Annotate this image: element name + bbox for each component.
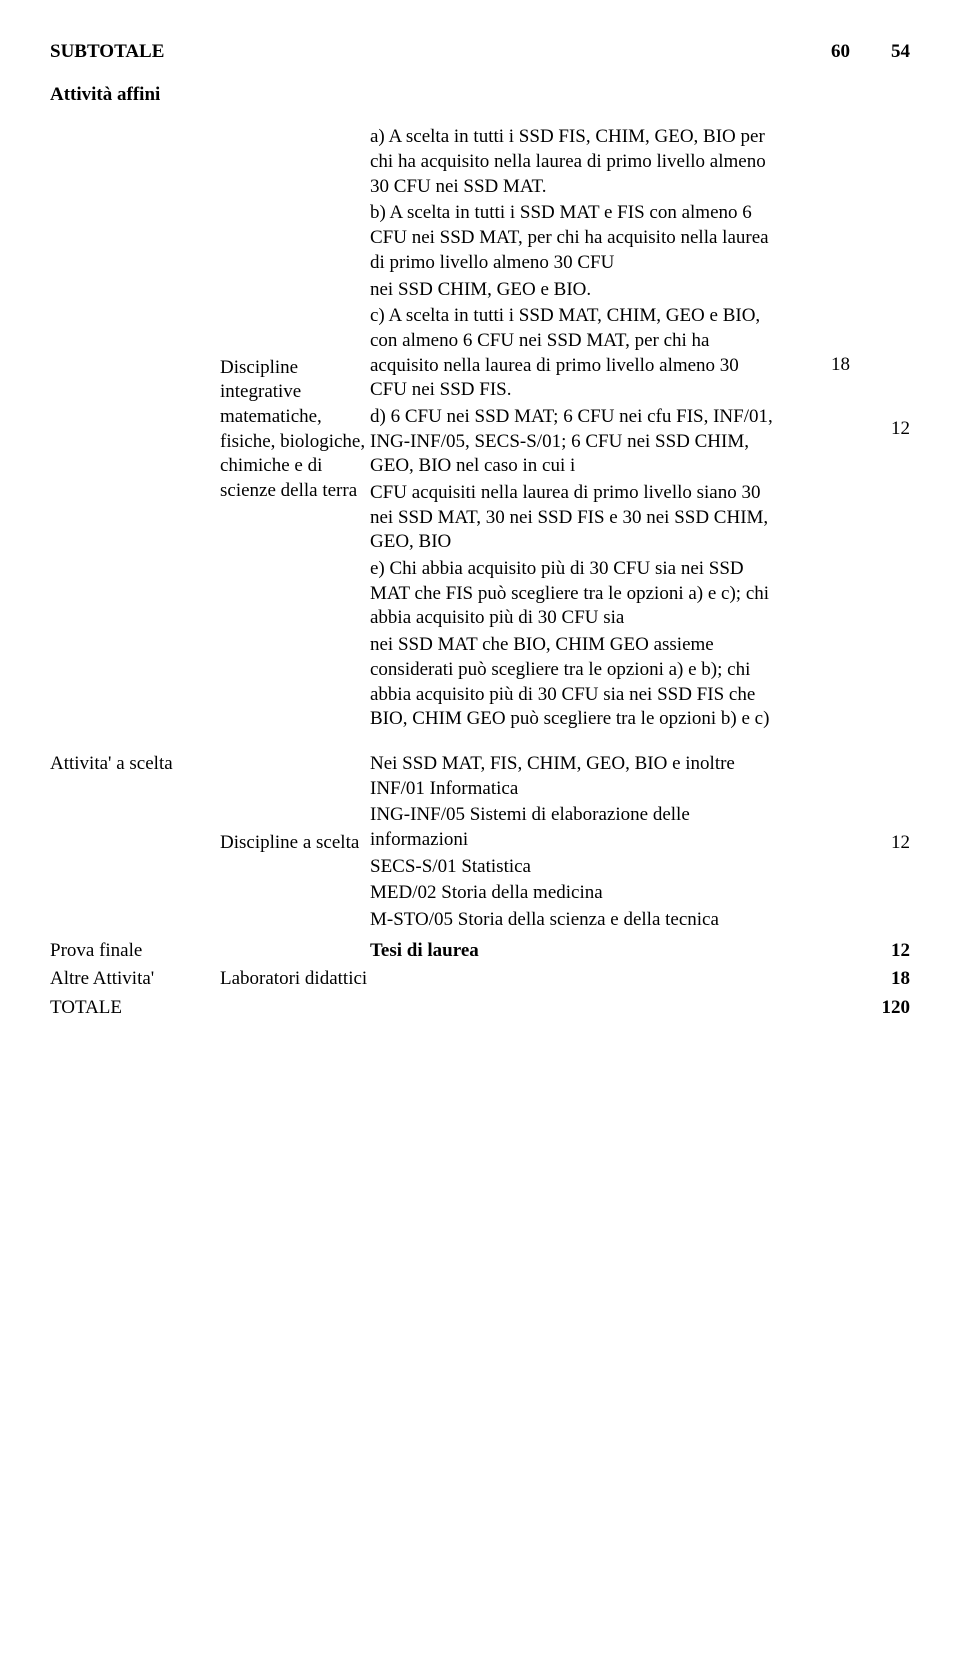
subtotale-col5: 54 bbox=[850, 40, 910, 65]
prova-row: Prova finale Tesi di laurea 12 bbox=[50, 939, 910, 964]
scelta-p5: M-STO/05 Storia della scienza e della te… bbox=[370, 908, 780, 933]
affini-p8: nei SSD MAT che BIO, CHIM GEO assieme co… bbox=[370, 633, 780, 732]
affini-p4: c) A scelta in tutti i SSD MAT, CHIM, GE… bbox=[370, 304, 780, 403]
scelta-discipline: Discipline a scelta bbox=[220, 831, 370, 856]
scelta-p2: ING-INF/05 Sistemi di elaborazione delle… bbox=[370, 803, 780, 852]
affini-p6: CFU acquisiti nella laurea di primo live… bbox=[370, 481, 780, 555]
affini-p5: d) 6 CFU nei SSD MAT; 6 CFU nei cfu FIS,… bbox=[370, 405, 780, 479]
prova-body: Tesi di laurea bbox=[370, 939, 790, 964]
subtotale-label: SUBTOTALE bbox=[50, 40, 220, 65]
affini-p3: nei SSD CHIM, GEO e BIO. bbox=[370, 278, 780, 303]
affini-c-num: 18 bbox=[831, 353, 850, 378]
altre-num: 18 bbox=[850, 967, 910, 992]
scelta-body: Nei SSD MAT, FIS, CHIM, GEO, BIO e inolt… bbox=[370, 752, 790, 935]
affini-body: a) A scelta in tutti i SSD FIS, CHIM, GE… bbox=[370, 125, 790, 734]
affini-row: Discipline integrative matematiche, fisi… bbox=[50, 125, 910, 734]
affini-discipline: Discipline integrative matematiche, fisi… bbox=[220, 356, 370, 504]
affini-p7: e) Chi abbia acquisito più di 30 CFU sia… bbox=[370, 557, 780, 631]
altre-discipline: Laboratori didattici bbox=[220, 967, 370, 992]
subtotale-row: SUBTOTALE 60 54 bbox=[50, 40, 910, 65]
prova-label: Prova finale bbox=[50, 939, 220, 964]
totale-num: 120 bbox=[850, 996, 910, 1021]
scelta-p4: MED/02 Storia della medicina bbox=[370, 881, 780, 906]
affini-col5: 12 bbox=[850, 417, 910, 442]
affini-title: Attività affini bbox=[50, 83, 220, 108]
scelta-num: 12 bbox=[850, 831, 910, 856]
affini-title-row: Attività affini bbox=[50, 83, 910, 108]
scelta-p1: Nei SSD MAT, FIS, CHIM, GEO, BIO e inolt… bbox=[370, 752, 780, 801]
subtotale-col4: 60 bbox=[790, 40, 850, 65]
prova-num: 12 bbox=[850, 939, 910, 964]
affini-p2: b) A scelta in tutti i SSD MAT e FIS con… bbox=[370, 201, 780, 275]
scelta-p3: SECS-S/01 Statistica bbox=[370, 855, 780, 880]
totale-label: TOTALE bbox=[50, 996, 220, 1021]
altre-row: Altre Attivita' Laboratori didattici 18 bbox=[50, 967, 910, 992]
altre-label: Altre Attivita' bbox=[50, 967, 220, 992]
affini-p1: a) A scelta in tutti i SSD FIS, CHIM, GE… bbox=[370, 125, 780, 199]
scelta-label: Attivita' a scelta bbox=[50, 752, 220, 777]
totale-row: TOTALE 120 bbox=[50, 996, 910, 1021]
scelta-row: Attivita' a scelta Discipline a scelta N… bbox=[50, 752, 910, 935]
